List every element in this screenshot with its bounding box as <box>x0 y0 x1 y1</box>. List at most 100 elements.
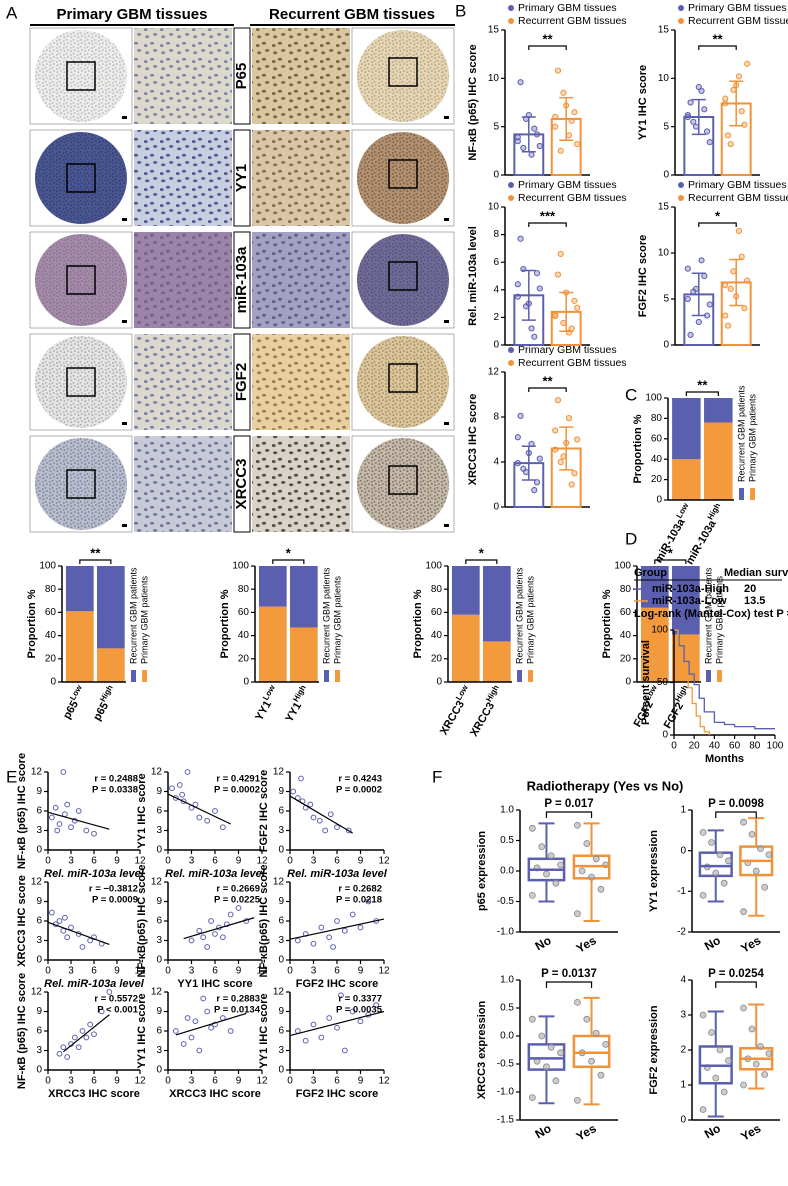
y-tick-label: 0.5 <box>500 1003 514 1014</box>
r-label: r = 0.2682 <box>338 884 382 895</box>
error-bar <box>691 98 706 136</box>
legend-marker <box>508 347 514 353</box>
x-tick-label: 0 <box>671 741 677 752</box>
point <box>83 827 90 834</box>
point <box>716 851 724 859</box>
y-axis-title: Proportion % <box>219 589 231 658</box>
x-tick-label: 60 <box>729 741 741 752</box>
point <box>212 808 218 814</box>
point <box>583 1015 591 1023</box>
significance-bracket <box>654 559 687 564</box>
point <box>602 1041 610 1048</box>
y-tick-label: 15 <box>658 202 670 213</box>
p-label: P = 0.0137 <box>541 968 597 980</box>
point <box>592 855 600 863</box>
point <box>64 801 71 808</box>
y-tick-label: 4 <box>680 975 686 986</box>
dot <box>568 481 575 488</box>
p-label: P = 0.0002 <box>214 785 260 796</box>
legend-marker <box>508 182 514 188</box>
x-tick-label: 3 <box>68 966 74 977</box>
tissue-core <box>35 336 127 428</box>
y-tick-label: 6 <box>156 916 162 927</box>
point <box>208 918 214 924</box>
y-tick-label: 0.0 <box>500 866 514 877</box>
panel-label: C <box>625 385 637 404</box>
significance-label: * <box>479 545 485 560</box>
y-tick-label: 1.0 <box>500 805 514 816</box>
bar-segment <box>258 606 287 682</box>
x-tick-label: 20 <box>689 741 701 752</box>
point <box>757 1043 764 1050</box>
point <box>60 769 67 775</box>
y-tick-label: 0 <box>50 677 56 688</box>
x-tick-label: 9 <box>236 856 242 867</box>
point <box>748 831 756 838</box>
point <box>196 814 203 821</box>
point <box>106 989 113 995</box>
point <box>48 909 55 916</box>
p-label: P = 0.017 <box>544 798 593 810</box>
y-tick-label: 9 <box>156 1006 162 1017</box>
y-tick-label: 10 <box>488 202 500 213</box>
point <box>176 782 183 788</box>
significance-label: * <box>715 208 721 223</box>
dot <box>730 268 737 275</box>
dot <box>730 86 737 94</box>
zoom-box <box>66 265 96 295</box>
dot <box>517 235 524 242</box>
point <box>740 1004 747 1012</box>
x-axis-title: Rel. miR-103a level <box>165 868 266 880</box>
legend-swatch <box>324 670 329 682</box>
trend-line <box>47 921 110 945</box>
legend-label: Recurrent GBM patients <box>321 567 331 664</box>
point <box>334 1024 340 1031</box>
point <box>597 885 605 893</box>
y-tick-label: 0.0 <box>500 1031 514 1042</box>
point <box>184 769 191 775</box>
y-tick-label: 4 <box>493 284 499 295</box>
bar-segment <box>65 611 94 682</box>
x-tick-label: 3 <box>68 856 74 867</box>
x-tick-label: No <box>533 1121 554 1141</box>
point <box>338 992 344 999</box>
point <box>699 892 707 899</box>
y-tick-label: 5 <box>663 121 669 132</box>
point <box>552 1077 560 1085</box>
legend-label: Primary GBM patients <box>332 575 342 664</box>
x-tick-label: 9 <box>114 1076 120 1087</box>
point <box>227 1028 234 1034</box>
y-tick-label: 15 <box>488 25 500 36</box>
error-bar <box>521 445 536 481</box>
category-name: p65 <box>91 700 111 722</box>
point <box>223 921 230 928</box>
y-tick-label: 10 <box>658 248 670 259</box>
p-bracket <box>715 981 757 988</box>
bar-segment <box>704 398 733 423</box>
bar-segment <box>451 566 480 615</box>
y-tick-label: 20 <box>620 653 632 664</box>
x-tick-label: FGF2High <box>659 683 695 730</box>
p-label: P = 0.0002 <box>336 785 382 796</box>
y-axis-title: YY1 IHC score <box>637 65 649 140</box>
significance-bracket <box>272 559 305 564</box>
zoom-box <box>66 469 96 499</box>
y-tick-label: 0 <box>680 845 686 856</box>
trend-line <box>47 811 110 830</box>
dot <box>690 288 697 295</box>
y-tick-label: 80 <box>620 584 632 595</box>
dot <box>531 125 538 132</box>
point <box>200 934 207 941</box>
point <box>716 1046 724 1054</box>
dot <box>724 132 732 139</box>
dot <box>687 99 694 106</box>
scale-bar <box>122 116 127 119</box>
dot <box>741 305 748 312</box>
y-tick-label: 100 <box>425 561 442 572</box>
zoom-image <box>252 436 350 532</box>
y-tick-label: 60 <box>651 433 663 444</box>
point <box>188 937 195 944</box>
x-tick-label: Yes <box>574 1121 599 1144</box>
point <box>204 1008 211 1015</box>
legend-marker <box>508 360 514 366</box>
